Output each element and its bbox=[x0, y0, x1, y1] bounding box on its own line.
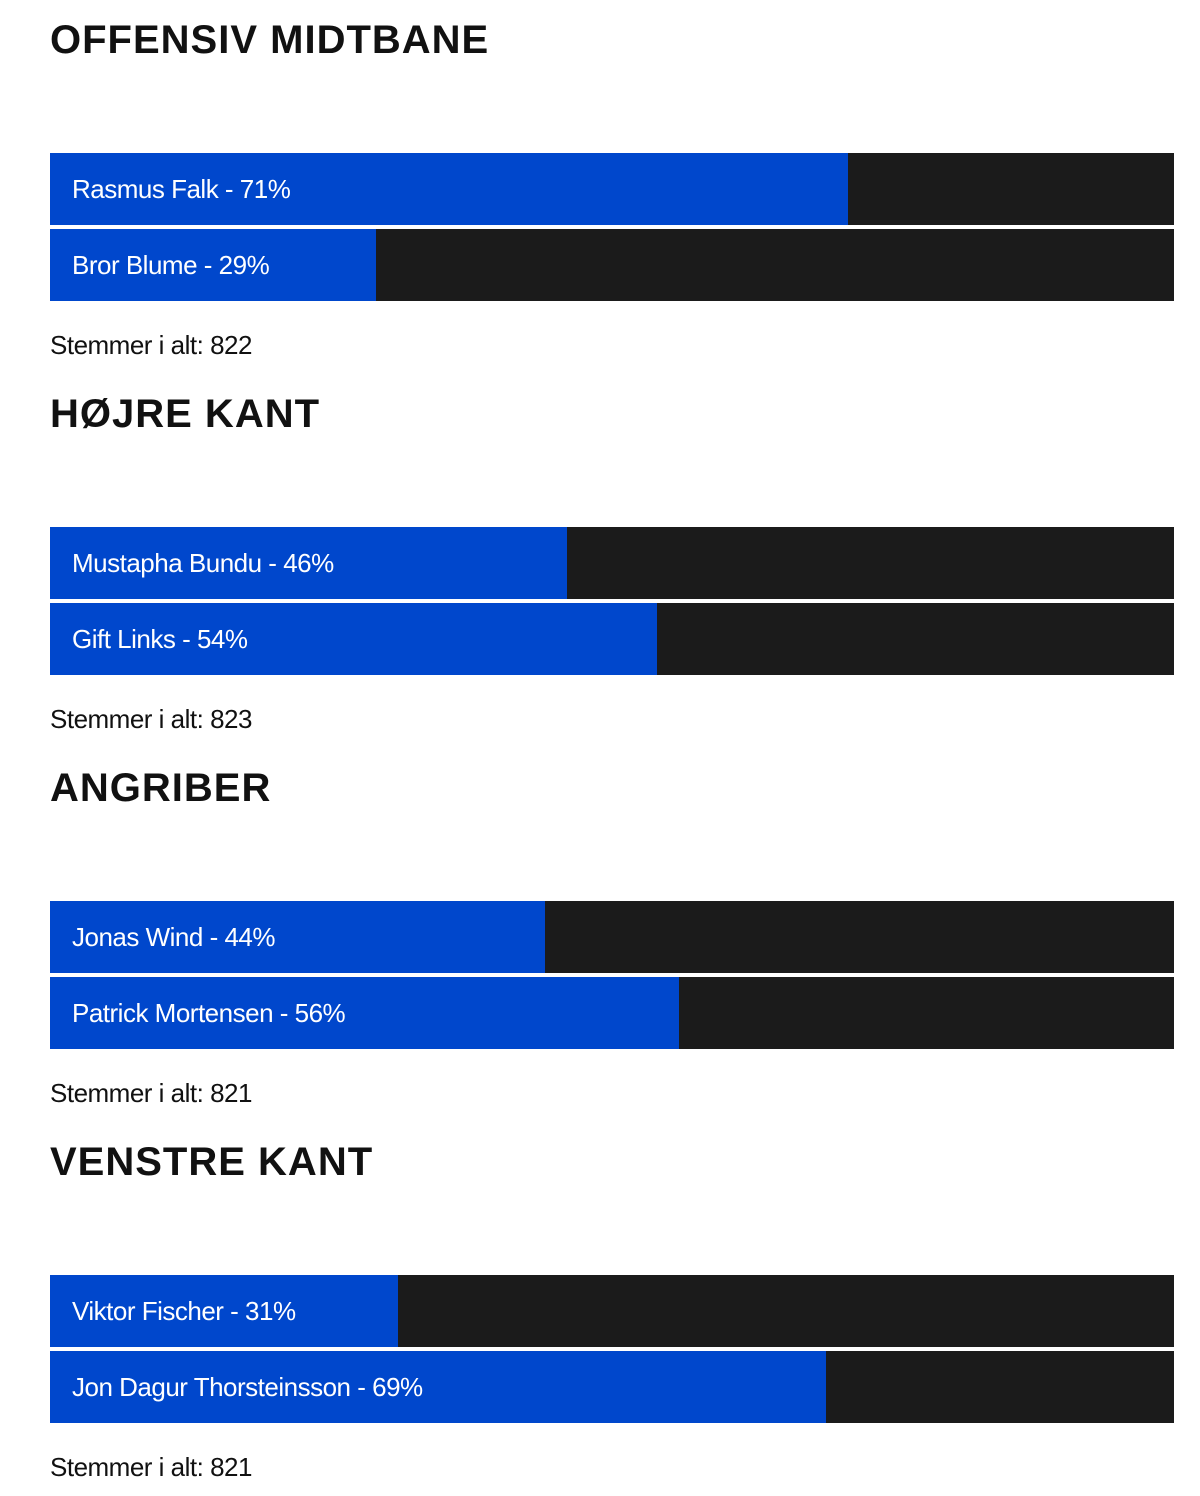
poll-bar-track: Gift Links - 54% bbox=[50, 603, 1174, 675]
option-label: Patrick Mortensen - 56% bbox=[72, 998, 346, 1028]
poll: ANGRIBER Jonas Wind - 44% Patrick Mortense… bbox=[0, 748, 1200, 1122]
poll: OFFENSIV MIDTBANE Rasmus Falk - 71% Bror B… bbox=[0, 0, 1200, 374]
poll: HØJRE KANT Mustapha Bundu - 46% Gift Links… bbox=[0, 374, 1200, 748]
poll-bar-track: Mustapha Bundu - 46% bbox=[50, 527, 1174, 599]
poll-bar bbox=[50, 977, 680, 1049]
vote-total: Stemmer i alt: 821 bbox=[50, 1452, 252, 1482]
option-label: Viktor Fischer - 31% bbox=[72, 1296, 296, 1326]
poll-bar bbox=[50, 1351, 826, 1423]
poll-bar bbox=[50, 153, 849, 225]
poll-title: ANGRIBER bbox=[50, 766, 272, 810]
option-label: Jon Dagur Thorsteinsson - 69% bbox=[72, 1372, 423, 1402]
poll-bar bbox=[50, 1275, 399, 1347]
option-label: Mustapha Bundu - 46% bbox=[72, 548, 334, 578]
poll-bar bbox=[50, 229, 376, 301]
vote-total: Stemmer i alt: 821 bbox=[50, 1078, 252, 1108]
poll-title: OFFENSIV MIDTBANE bbox=[50, 18, 490, 62]
option-label: Bror Blume - 29% bbox=[72, 250, 270, 280]
poll-bar bbox=[50, 901, 545, 973]
poll-bar-track: Viktor Fischer - 31% bbox=[50, 1275, 1174, 1347]
poll-title: VENSTRE KANT bbox=[50, 1140, 374, 1184]
poll-bar-track: Jonas Wind - 44% bbox=[50, 901, 1174, 973]
option-label: Rasmus Falk - 71% bbox=[72, 174, 291, 204]
option-label: Jonas Wind - 44% bbox=[72, 922, 275, 952]
poll-bar-track: Rasmus Falk - 71% bbox=[50, 153, 1174, 225]
poll-title: HØJRE KANT bbox=[50, 392, 321, 436]
poll-bar-track: Jon Dagur Thorsteinsson - 69% bbox=[50, 1351, 1174, 1423]
poll-bar bbox=[50, 527, 568, 599]
vote-total: Stemmer i alt: 823 bbox=[50, 704, 252, 734]
option-label: Gift Links - 54% bbox=[72, 624, 248, 654]
poll-bar-track: Patrick Mortensen - 56% bbox=[50, 977, 1174, 1049]
vote-total: Stemmer i alt: 822 bbox=[50, 330, 252, 360]
poll-bar-track: Bror Blume - 29% bbox=[50, 229, 1174, 301]
poll-bar bbox=[50, 603, 657, 675]
poll: VENSTRE KANT Viktor Fischer - 31% Jon Dagu… bbox=[0, 1122, 1200, 1496]
